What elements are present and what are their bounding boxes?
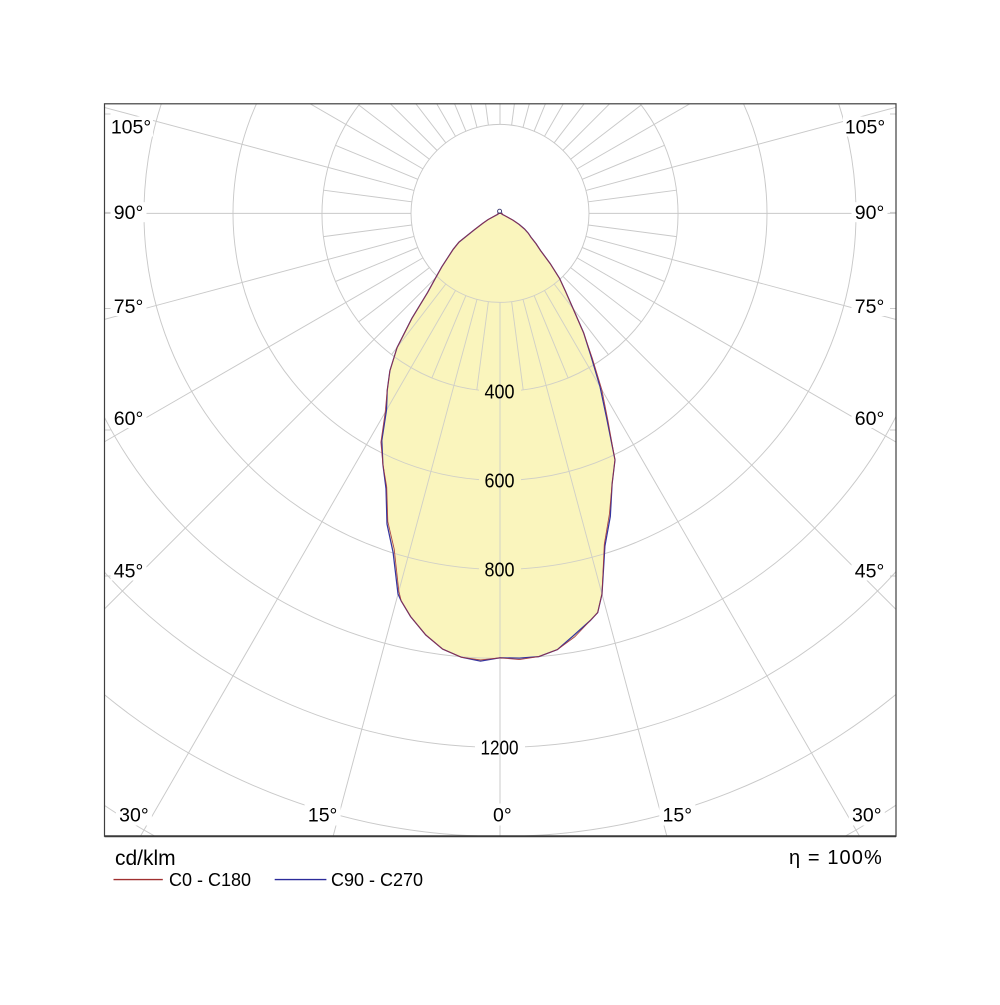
svg-text:800: 800 — [485, 559, 515, 581]
svg-text:15°: 15° — [663, 805, 693, 827]
svg-text:105°: 105° — [845, 117, 885, 139]
svg-text:90°: 90° — [855, 202, 885, 224]
svg-text:C0 - C180: C0 - C180 — [169, 870, 251, 890]
svg-text:75°: 75° — [114, 296, 144, 318]
svg-text:30°: 30° — [119, 805, 149, 827]
svg-text:15°: 15° — [308, 805, 338, 827]
svg-text:60°: 60° — [114, 408, 144, 430]
svg-text:cd/klm: cd/klm — [115, 847, 176, 870]
svg-text:90°: 90° — [114, 202, 144, 224]
svg-text:0°: 0° — [493, 805, 512, 827]
svg-text:105°: 105° — [111, 117, 151, 139]
svg-text:C90 - C270: C90 - C270 — [331, 870, 423, 890]
svg-text:30°: 30° — [852, 805, 882, 827]
svg-text:75°: 75° — [855, 296, 885, 318]
svg-text:η = 100%: η = 100% — [789, 847, 883, 869]
svg-text:45°: 45° — [855, 561, 885, 583]
svg-text:400: 400 — [485, 381, 515, 403]
svg-text:1200: 1200 — [481, 737, 519, 759]
svg-text:45°: 45° — [114, 561, 144, 583]
svg-text:60°: 60° — [855, 408, 885, 430]
svg-text:600: 600 — [485, 470, 515, 492]
